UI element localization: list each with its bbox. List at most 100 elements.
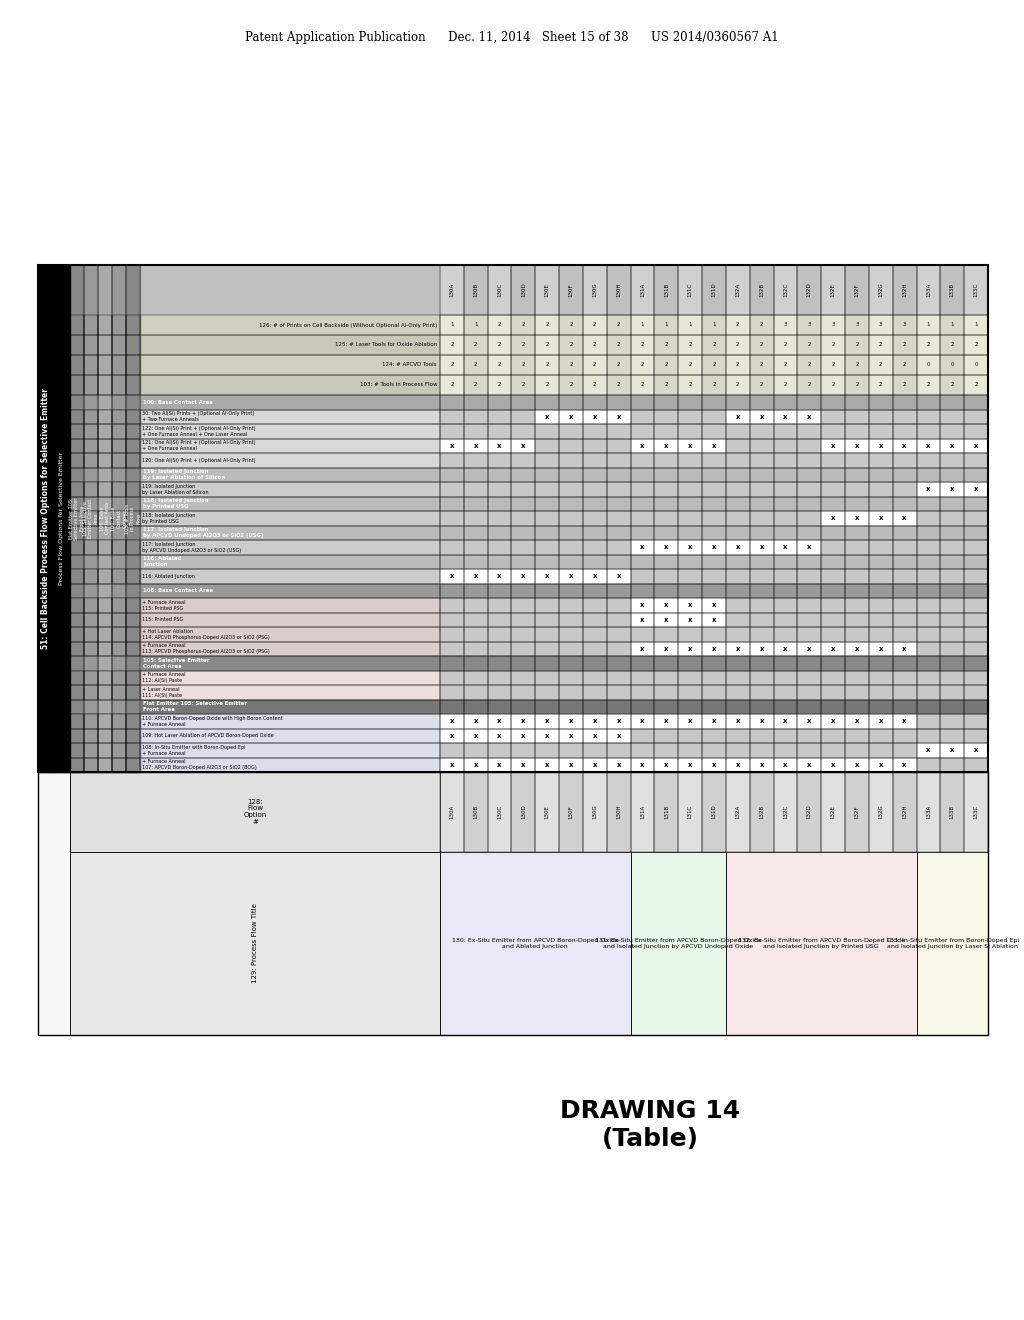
Text: 2: 2 — [521, 342, 525, 347]
Bar — [654, 714, 678, 729]
Text: x: x — [450, 718, 455, 725]
Text: x: x — [974, 486, 978, 492]
Bar — [487, 772, 511, 851]
Bar — [893, 265, 916, 315]
Bar — [678, 612, 702, 627]
Bar — [702, 772, 726, 851]
Bar — [487, 375, 511, 395]
Bar — [654, 685, 678, 700]
Bar — [559, 685, 583, 700]
Bar — [112, 438, 126, 453]
Bar — [916, 395, 940, 409]
Bar — [140, 511, 440, 525]
Bar — [112, 315, 126, 335]
Text: x: x — [712, 442, 716, 449]
Bar — [821, 467, 845, 482]
Bar — [536, 375, 559, 395]
Bar — [607, 395, 631, 409]
Text: 117: Isolated Junction
by APCVD Undoped Al2O3 or SiO2 (USG): 117: Isolated Junction by APCVD Undoped … — [143, 528, 263, 539]
Text: x: x — [521, 762, 525, 768]
Bar — [559, 729, 583, 743]
Bar — [84, 758, 98, 772]
Bar — [583, 482, 607, 496]
Bar — [726, 453, 750, 467]
Bar — [869, 511, 893, 525]
Text: x: x — [902, 442, 907, 449]
Text: 3: 3 — [879, 322, 883, 327]
Bar — [98, 482, 112, 496]
Bar — [70, 315, 84, 335]
Bar — [70, 496, 440, 511]
Bar — [511, 685, 536, 700]
Text: 105: Selective
Emitter Contact
Area: 105: Selective Emitter Contact Area — [83, 499, 99, 539]
Bar — [464, 540, 487, 554]
Bar — [869, 758, 893, 772]
Bar — [607, 335, 631, 355]
Bar — [845, 265, 869, 315]
Bar — [112, 569, 126, 583]
Bar — [559, 642, 583, 656]
Text: x: x — [855, 762, 859, 768]
Bar — [487, 395, 511, 409]
Bar — [126, 540, 140, 554]
Bar — [98, 598, 112, 612]
Bar — [845, 743, 869, 758]
Bar — [702, 569, 726, 583]
Text: x: x — [665, 442, 669, 449]
Text: 132H: 132H — [902, 282, 907, 297]
Bar — [750, 395, 773, 409]
Bar — [511, 409, 536, 424]
Bar — [678, 525, 702, 540]
Bar — [84, 714, 98, 729]
Bar — [536, 496, 559, 511]
Bar — [893, 569, 916, 583]
Bar — [440, 315, 464, 335]
Bar — [702, 642, 726, 656]
Bar — [440, 851, 631, 1035]
Bar — [536, 729, 559, 743]
Bar — [112, 598, 126, 612]
Bar — [631, 772, 654, 851]
Bar — [678, 335, 702, 355]
Bar — [70, 743, 84, 758]
Bar — [773, 554, 798, 569]
Bar — [893, 315, 916, 335]
Bar — [70, 700, 440, 714]
Text: 130C: 130C — [497, 282, 502, 297]
Bar — [702, 729, 726, 743]
Bar — [440, 525, 464, 540]
Bar — [916, 315, 940, 335]
Bar — [112, 355, 126, 375]
Text: 132H: 132H — [902, 805, 907, 820]
Bar — [511, 772, 536, 851]
Bar — [511, 612, 536, 627]
Bar — [98, 511, 112, 525]
Bar — [112, 335, 126, 355]
Text: 119: Isolated Junction
by Laser Ablation of Silicon: 119: Isolated Junction by Laser Ablation… — [142, 484, 209, 495]
Text: 122: One Al(Si) Print + (Optional Al-Only Print)
+ One Furnace Anneal + One Lase: 122: One Al(Si) Print + (Optional Al-Onl… — [142, 426, 256, 437]
Bar — [798, 395, 821, 409]
Bar — [464, 265, 487, 315]
Bar — [126, 729, 140, 743]
Bar — [84, 729, 98, 743]
Bar — [940, 729, 965, 743]
Bar — [511, 598, 536, 612]
Bar — [845, 743, 869, 758]
Bar — [511, 453, 536, 467]
Bar — [726, 453, 750, 467]
Text: 133: In-Situ Emitter from Boron-Doped Epi
and Isolated Junction by Laser Si Abla: 133: In-Situ Emitter from Boron-Doped Ep… — [886, 939, 1019, 949]
Bar — [678, 714, 702, 729]
Bar — [654, 355, 678, 375]
Bar — [702, 355, 726, 375]
Bar — [440, 467, 464, 482]
Bar — [631, 700, 654, 714]
Bar — [84, 598, 98, 612]
Text: 2: 2 — [760, 342, 764, 347]
Bar — [70, 714, 84, 729]
Bar — [440, 395, 464, 409]
Bar — [654, 482, 678, 496]
Bar — [654, 554, 678, 569]
Bar — [464, 700, 487, 714]
Bar — [559, 482, 583, 496]
Bar — [654, 598, 678, 612]
